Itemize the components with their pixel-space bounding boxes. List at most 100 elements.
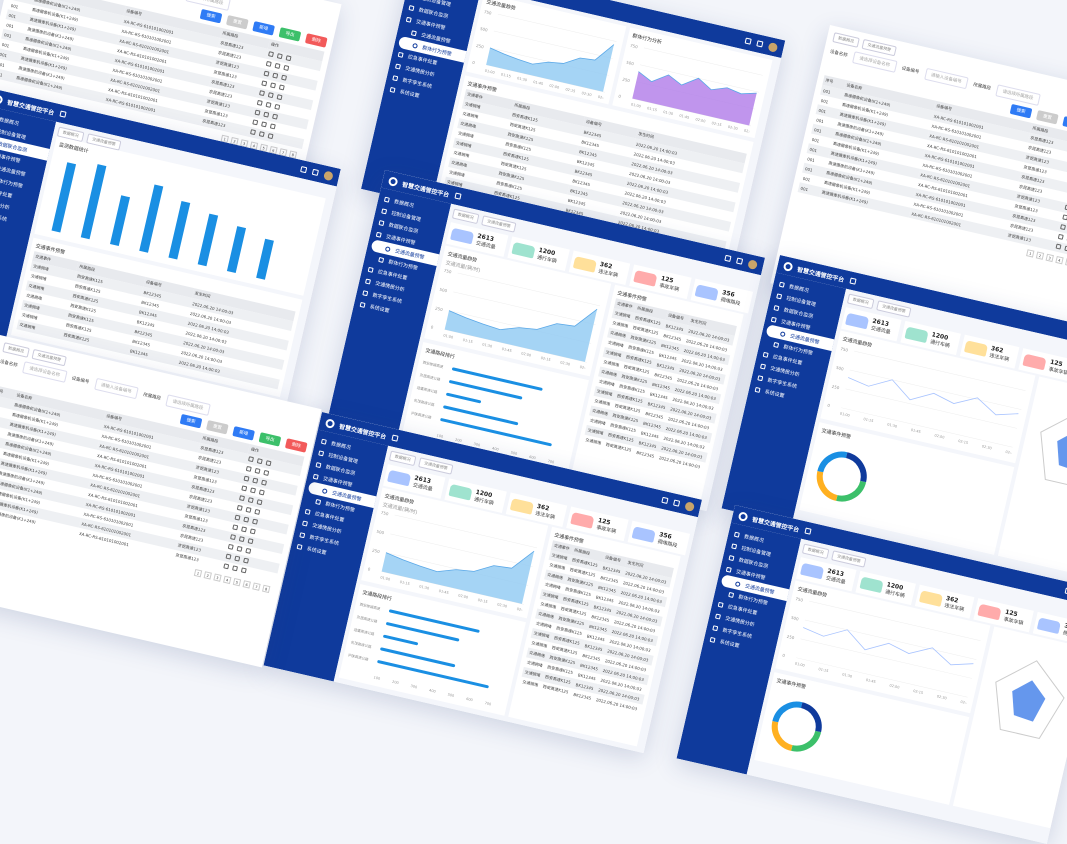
avatar[interactable]: [768, 41, 779, 52]
edit-icon[interactable]: [235, 556, 241, 562]
view-icon[interactable]: [244, 476, 250, 482]
view-icon[interactable]: [264, 71, 270, 77]
view-icon[interactable]: [1056, 244, 1062, 250]
add-button[interactable]: 新增: [252, 21, 275, 35]
delete-button[interactable]: 删除: [305, 33, 328, 47]
view-icon[interactable]: [223, 563, 229, 569]
view-icon[interactable]: [1062, 214, 1067, 220]
view-icon[interactable]: [235, 515, 241, 521]
edit-icon[interactable]: [275, 63, 281, 69]
delete-icon[interactable]: [286, 55, 292, 61]
avatar[interactable]: [684, 501, 695, 512]
delete-icon[interactable]: [275, 104, 281, 110]
menu-toggle-icon[interactable]: [391, 434, 398, 441]
search-button[interactable]: 搜索: [200, 9, 223, 23]
edit-icon[interactable]: [261, 121, 267, 127]
view-icon[interactable]: [259, 90, 265, 96]
page-button[interactable]: 7: [252, 582, 260, 590]
tab-tag[interactable]: 数据概况: [802, 544, 830, 560]
edit-icon[interactable]: [248, 497, 254, 503]
view-icon[interactable]: [237, 505, 243, 511]
delete-icon[interactable]: [270, 123, 276, 129]
delete-icon[interactable]: [284, 65, 290, 71]
delete-icon[interactable]: [250, 528, 256, 534]
page-button[interactable]: 2: [1036, 251, 1044, 259]
search-button[interactable]: 搜索: [1010, 104, 1033, 118]
fullscreen-icon[interactable]: [745, 38, 752, 45]
edit-icon[interactable]: [273, 73, 279, 79]
page-button[interactable]: 4: [223, 576, 231, 584]
view-icon[interactable]: [239, 495, 245, 501]
bell-icon[interactable]: [312, 169, 319, 176]
edit-icon[interactable]: [237, 546, 243, 552]
delete-icon[interactable]: [264, 470, 270, 476]
fullscreen-icon[interactable]: [661, 497, 668, 504]
page-button[interactable]: 3: [213, 573, 221, 581]
view-icon[interactable]: [1060, 224, 1066, 230]
edit-icon[interactable]: [277, 53, 283, 59]
delete-icon[interactable]: [277, 94, 283, 100]
delete-button[interactable]: 删除: [285, 438, 308, 452]
view-icon[interactable]: [261, 80, 267, 86]
edit-icon[interactable]: [257, 458, 263, 464]
view-icon[interactable]: [246, 466, 252, 472]
delete-icon[interactable]: [243, 558, 249, 564]
edit-icon[interactable]: [266, 102, 272, 108]
tab-tag[interactable]: 数据概况: [2, 342, 30, 358]
page-button[interactable]: 6: [243, 580, 251, 588]
edit-icon[interactable]: [253, 478, 259, 484]
delete-icon[interactable]: [281, 75, 287, 81]
reset-button[interactable]: 重置: [206, 420, 229, 434]
menu-toggle-icon[interactable]: [849, 277, 856, 284]
page-button[interactable]: 1: [194, 569, 202, 577]
search-button[interactable]: 搜索: [180, 414, 203, 428]
view-icon[interactable]: [232, 524, 238, 530]
edit-icon[interactable]: [259, 131, 265, 137]
edit-icon[interactable]: [250, 487, 256, 493]
view-icon[interactable]: [252, 119, 258, 125]
bell-icon[interactable]: [756, 40, 763, 47]
fullscreen-icon[interactable]: [300, 166, 307, 173]
edit-icon[interactable]: [244, 517, 250, 523]
edit-icon[interactable]: [270, 82, 276, 88]
reset-button[interactable]: 重置: [226, 15, 249, 29]
view-icon[interactable]: [255, 110, 261, 116]
export-button[interactable]: 导出: [259, 432, 282, 446]
delete-icon[interactable]: [246, 548, 252, 554]
delete-icon[interactable]: [272, 114, 278, 120]
tab-tag[interactable]: 数据概况: [832, 32, 860, 48]
delete-icon[interactable]: [261, 480, 267, 486]
view-icon[interactable]: [248, 456, 254, 462]
edit-icon[interactable]: [241, 526, 247, 532]
menu-toggle-icon[interactable]: [454, 192, 461, 199]
edit-icon[interactable]: [232, 565, 238, 571]
tab-tag[interactable]: 数据概况: [452, 209, 480, 225]
bell-icon[interactable]: [673, 500, 680, 507]
view-icon[interactable]: [230, 534, 236, 540]
view-icon[interactable]: [228, 544, 234, 550]
page-button[interactable]: 8: [262, 585, 270, 593]
delete-icon[interactable]: [259, 489, 265, 495]
delete-icon[interactable]: [279, 84, 285, 90]
page-button[interactable]: 1: [1026, 249, 1034, 257]
view-icon[interactable]: [268, 51, 274, 57]
menu-toggle-icon[interactable]: [804, 527, 811, 534]
delete-icon[interactable]: [255, 509, 261, 515]
view-icon[interactable]: [257, 100, 263, 106]
edit-icon[interactable]: [268, 92, 274, 98]
avatar[interactable]: [323, 170, 334, 181]
tab-tag[interactable]: 数据概况: [847, 294, 875, 310]
view-icon[interactable]: [241, 485, 247, 491]
page-button[interactable]: 5: [233, 578, 241, 586]
add-button[interactable]: 新增: [1062, 116, 1067, 130]
view-icon[interactable]: [226, 554, 232, 560]
tab-tag[interactable]: 数据概况: [389, 451, 417, 467]
page-button[interactable]: 2: [204, 571, 212, 579]
add-button[interactable]: 新增: [232, 426, 255, 440]
view-icon[interactable]: [266, 61, 272, 67]
delete-icon[interactable]: [257, 499, 263, 505]
delete-icon[interactable]: [268, 133, 274, 139]
edit-icon[interactable]: [239, 536, 245, 542]
delete-icon[interactable]: [266, 460, 272, 466]
edit-icon[interactable]: [264, 112, 270, 118]
